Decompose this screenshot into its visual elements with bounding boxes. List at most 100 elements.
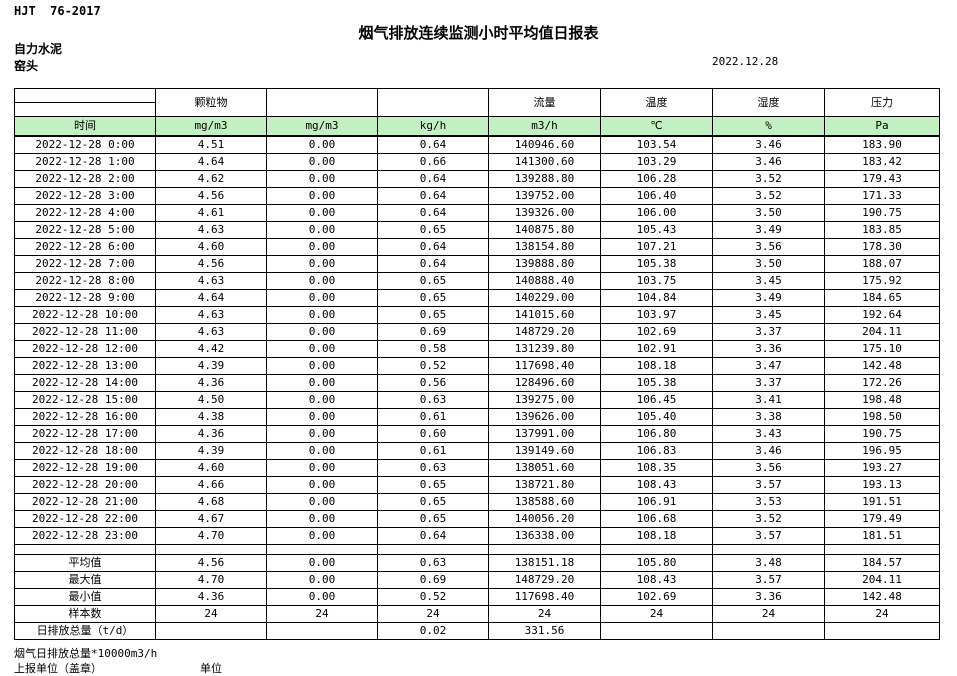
- value-cell: 3.36: [712, 340, 825, 358]
- value-cell: 139326.00: [488, 204, 601, 222]
- spacer-cell: [377, 544, 489, 555]
- value-cell: 0.64: [377, 170, 489, 188]
- time-cell: 2022-12-28 2:00: [14, 170, 156, 188]
- time-cell: 2022-12-28 18:00: [14, 442, 156, 460]
- summary-value-cell: 0.00: [266, 554, 378, 572]
- time-cell: 2022-12-28 21:00: [14, 493, 156, 511]
- value-cell: 142.48: [824, 357, 940, 375]
- time-cell: 2022-12-28 13:00: [14, 357, 156, 375]
- value-cell: 0.00: [266, 289, 378, 307]
- value-cell: 3.56: [712, 238, 825, 256]
- time-cell: 2022-12-28 6:00: [14, 238, 156, 256]
- summary-value-cell: 0.00: [266, 571, 378, 589]
- unit-header: %: [712, 116, 825, 137]
- report-table: 颗粒物 流量 温度 湿度 压力 时间 mg/m3 mg/m3 kg/h m3/h ℃% Pa 2022…: [14, 88, 940, 640]
- value-cell: 103.97: [600, 306, 713, 324]
- summary-value-cell: 24: [824, 605, 940, 623]
- value-cell: 190.75: [824, 425, 940, 443]
- value-cell: 0.64: [377, 204, 489, 222]
- unit-label: 单位: [200, 662, 222, 675]
- value-cell: 4.56: [155, 187, 267, 205]
- value-cell: 108.18: [600, 357, 713, 375]
- value-cell: 108.43: [600, 476, 713, 494]
- value-cell: 0.00: [266, 408, 378, 426]
- value-cell: 0.00: [266, 459, 378, 477]
- value-cell: 3.46: [712, 153, 825, 171]
- value-cell: 0.64: [377, 187, 489, 205]
- value-cell: 0.65: [377, 306, 489, 324]
- value-cell: 191.51: [824, 493, 940, 511]
- value-cell: 3.38: [712, 408, 825, 426]
- unit-header: m3/h: [488, 116, 601, 137]
- table-row: 2022-12-28 11:00 4.63 0.00 0.69 148729.20 102…: [14, 323, 940, 341]
- summary-value-cell: 102.69: [600, 588, 713, 606]
- summary-value-cell: 0.69: [377, 571, 489, 589]
- value-cell: 106.00: [600, 204, 713, 222]
- value-cell: 0.65: [377, 289, 489, 307]
- summary-value-cell: 138151.18: [488, 554, 601, 572]
- value-cell: 3.52: [712, 170, 825, 188]
- value-cell: 0.64: [377, 527, 489, 545]
- table-row: 2022-12-28 21:00 4.68 0.00 0.65 138588.60 106…: [14, 493, 940, 511]
- value-cell: 0.00: [266, 238, 378, 256]
- table-row: 2022-12-28 16:00 4.38 0.00 0.61 139626.00 105…: [14, 408, 940, 426]
- unit-header: mg/m3: [266, 116, 378, 137]
- value-cell: 183.90: [824, 135, 940, 154]
- value-cell: 171.33: [824, 187, 940, 205]
- value-cell: 184.65: [824, 289, 940, 307]
- spacer-cell: [712, 544, 825, 555]
- value-cell: 4.70: [155, 527, 267, 545]
- table-row: 2022-12-28 12:00 4.42 0.00 0.58 131239.80 102…: [14, 340, 940, 358]
- table-header: 颗粒物 流量 温度 湿度 压力 时间 mg/m3 mg/m3 kg/h m3/h ℃% Pa: [14, 88, 940, 137]
- value-cell: 106.68: [600, 510, 713, 528]
- value-cell: 4.67: [155, 510, 267, 528]
- summary-value-cell: [155, 622, 267, 640]
- summary-value-cell: 24: [266, 605, 378, 623]
- summary-value-cell: [712, 622, 825, 640]
- value-cell: 106.80: [600, 425, 713, 443]
- value-cell: 0.00: [266, 187, 378, 205]
- value-cell: 105.40: [600, 408, 713, 426]
- summary-value-cell: 0.00: [266, 588, 378, 606]
- summary-value-cell: 3.36: [712, 588, 825, 606]
- page-title: 烟气排放连续监测小时平均值日报表: [358, 24, 599, 42]
- value-cell: 0.00: [266, 374, 378, 392]
- spacer-cell: [266, 544, 378, 555]
- value-cell: 0.00: [266, 476, 378, 494]
- value-cell: 105.38: [600, 374, 713, 392]
- value-cell: 0.64: [377, 135, 489, 154]
- value-cell: 131239.80: [488, 340, 601, 358]
- group-header-row-2: [14, 102, 940, 117]
- value-cell: 0.65: [377, 476, 489, 494]
- value-cell: 0.00: [266, 153, 378, 171]
- value-cell: 3.43: [712, 425, 825, 443]
- value-cell: 104.84: [600, 289, 713, 307]
- value-cell: 179.49: [824, 510, 940, 528]
- value-cell: 198.50: [824, 408, 940, 426]
- summary-value-cell: 117698.40: [488, 588, 601, 606]
- summary-value-cell: 142.48: [824, 588, 940, 606]
- summary-value-cell: [824, 622, 940, 640]
- summary-value-cell: 4.36: [155, 588, 267, 606]
- time-cell: 2022-12-28 4:00: [14, 204, 156, 222]
- value-cell: 106.45: [600, 391, 713, 409]
- unit-header: kg/h: [377, 116, 489, 137]
- summary-value-cell: 204.11: [824, 571, 940, 589]
- summary-row: 日排放总量（t/d） 0.02 331.56: [14, 622, 940, 640]
- value-cell: 108.35: [600, 459, 713, 477]
- value-cell: 107.21: [600, 238, 713, 256]
- value-cell: 0.00: [266, 323, 378, 341]
- value-cell: 4.38: [155, 408, 267, 426]
- spacer-cell: [600, 544, 713, 555]
- summary-label: 最小值: [14, 588, 156, 606]
- value-cell: 106.83: [600, 442, 713, 460]
- value-cell: 138721.80: [488, 476, 601, 494]
- report-table-wrapper: 颗粒物 流量 温度 湿度 压力 时间 mg/m3 mg/m3 kg/h m3/h ℃% Pa 2022…: [14, 88, 940, 640]
- value-cell: 4.68: [155, 493, 267, 511]
- value-cell: 139626.00: [488, 408, 601, 426]
- summary-value-cell: 0.63: [377, 554, 489, 572]
- value-cell: 4.66: [155, 476, 267, 494]
- time-cell: 2022-12-28 23:00: [14, 527, 156, 545]
- value-cell: 141300.60: [488, 153, 601, 171]
- group-header: [377, 88, 489, 117]
